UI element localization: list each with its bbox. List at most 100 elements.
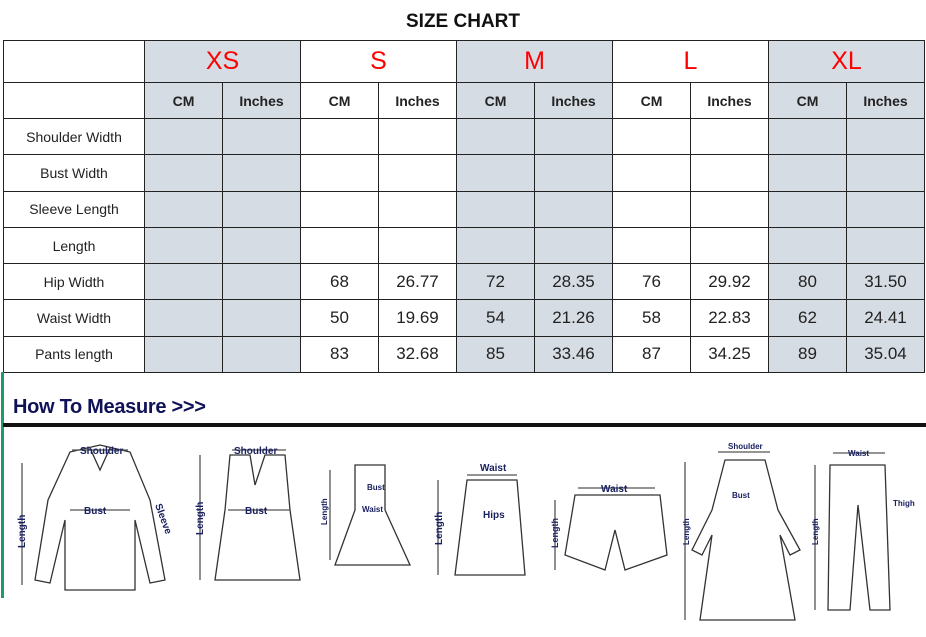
table-cell <box>222 117 301 156</box>
table-cell <box>612 190 691 228</box>
table-cell: 26.77 <box>378 263 457 301</box>
length-label: Length <box>320 498 329 525</box>
table-cell: 80 <box>768 263 847 301</box>
bust-label: Bust <box>732 491 750 500</box>
table-cell: 29.92 <box>690 263 769 301</box>
length-label: Length <box>195 502 206 535</box>
table-cell <box>612 154 691 192</box>
unit-header: Inches <box>534 82 613 119</box>
measurement-illustrations: Shoulder Bust Sleeve Length Shoulder Bus… <box>17 442 915 621</box>
table-cell <box>456 190 535 228</box>
table-cell: 35.04 <box>846 335 925 374</box>
size-header: L <box>612 40 769 83</box>
unit-header: Inches <box>378 82 457 119</box>
table-cell: 31.50 <box>846 263 925 301</box>
table-cell <box>690 154 769 192</box>
table-cell: 87 <box>612 335 691 374</box>
unit-header: CM <box>300 82 379 119</box>
size-header: XS <box>144 40 301 83</box>
table-cell <box>144 226 223 265</box>
table-row: Bust Width <box>3 154 925 192</box>
table-cell <box>768 226 847 265</box>
table-cell <box>846 190 925 228</box>
table-cell <box>534 190 613 228</box>
size-header: M <box>456 40 613 83</box>
table-row: Shoulder Width <box>3 117 925 156</box>
table-cell: 21.26 <box>534 299 613 337</box>
table-cell <box>690 190 769 228</box>
table-cell: 34.25 <box>690 335 769 374</box>
shoulder-label: Shoulder <box>234 446 277 457</box>
coat-figure: Shoulder Bust Length <box>682 442 801 621</box>
row-label: Length <box>3 226 145 265</box>
unit-header: CM <box>144 82 223 119</box>
table-cell <box>144 335 223 374</box>
table-cell: 83 <box>300 335 379 374</box>
blank-cell <box>3 82 145 119</box>
table-cell: 85 <box>456 335 535 374</box>
hips-label: Hips <box>483 510 505 521</box>
shoulder-label: Shoulder <box>728 442 763 451</box>
table-cell <box>378 154 457 192</box>
table-cell <box>144 263 223 301</box>
table-cell <box>456 117 535 156</box>
table-cell: 33.46 <box>534 335 613 374</box>
table-cell <box>690 226 769 265</box>
table-cell: 89 <box>768 335 847 374</box>
waist-label: Waist <box>601 484 628 495</box>
row-label: Bust Width <box>3 154 145 192</box>
tank-figure: Shoulder Bust Length <box>195 446 301 581</box>
table-cell: 22.83 <box>690 299 769 337</box>
table-cell: 76 <box>612 263 691 301</box>
shorts-figure: Waist Length <box>550 484 668 571</box>
table-cell <box>222 335 301 374</box>
table-cell <box>846 154 925 192</box>
table-cell <box>456 154 535 192</box>
table-cell: 28.35 <box>534 263 613 301</box>
table-cell <box>768 154 847 192</box>
unit-header: Inches <box>222 82 301 119</box>
table-row: Pants length 83 32.68 85 33.46 87 34.25 89 35.04 <box>3 335 925 374</box>
bust-label: Bust <box>367 483 385 492</box>
table-cell: 68 <box>300 263 379 301</box>
table-cell: 24.41 <box>846 299 925 337</box>
table-cell <box>144 154 223 192</box>
size-header: S <box>300 40 457 83</box>
table-cell <box>144 299 223 337</box>
table-cell: 50 <box>300 299 379 337</box>
table-cell <box>690 117 769 156</box>
table-cell <box>222 190 301 228</box>
blouse-figure: Shoulder Bust Sleeve Length <box>17 444 174 591</box>
table-cell <box>300 226 379 265</box>
table-row: Waist Width 50 19.69 54 21.26 58 22.83 62 24.41 <box>3 299 925 337</box>
size-table: XS S M L XL CM Inches CM Inches CM Inches CM Inches C… <box>3 40 925 374</box>
bust-label: Bust <box>84 506 107 517</box>
table-cell <box>144 190 223 228</box>
table-cell <box>378 226 457 265</box>
unit-header: CM <box>456 82 535 119</box>
table-cell <box>768 190 847 228</box>
row-label: Shoulder Width <box>3 117 145 156</box>
table-cell <box>612 117 691 156</box>
corner-cell <box>3 40 145 83</box>
skirt-figure: Waist Hips Length <box>434 463 526 576</box>
table-row: Sleeve Length <box>3 190 925 228</box>
chart-title: SIZE CHART <box>406 11 520 32</box>
table-cell <box>846 226 925 265</box>
table-cell <box>378 190 457 228</box>
size-header: XL <box>768 40 925 83</box>
table-cell <box>456 226 535 265</box>
table-cell <box>222 154 301 192</box>
length-label: Length <box>17 515 28 548</box>
table-cell <box>300 154 379 192</box>
table-cell <box>768 117 847 156</box>
bust-label: Bust <box>245 506 268 517</box>
row-label: Pants length <box>3 335 145 374</box>
table-cell <box>612 226 691 265</box>
waist-label: Waist <box>480 463 507 474</box>
length-label: Length <box>550 518 560 548</box>
table-cell <box>300 117 379 156</box>
table-cell <box>222 263 301 301</box>
table-cell: 32.68 <box>378 335 457 374</box>
waist-label: Waist <box>362 505 383 514</box>
